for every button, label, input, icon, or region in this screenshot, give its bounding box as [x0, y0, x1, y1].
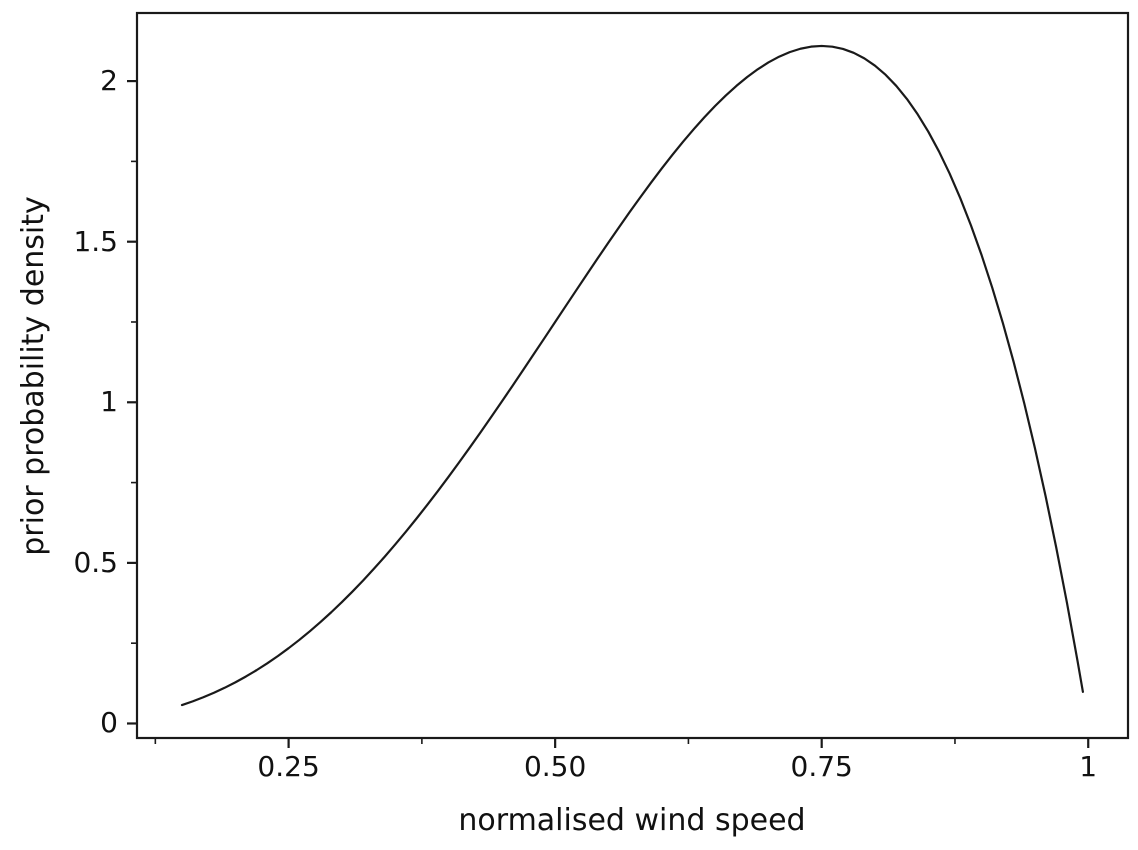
x-tick-label-075: 0.75	[790, 750, 853, 783]
y-tick-label-05: 0.5	[73, 545, 118, 579]
x-axis-label: normalised wind speed	[458, 803, 806, 838]
x-tick-label-025: 0.25	[257, 750, 320, 783]
y-tick-label-15: 1.5	[73, 224, 118, 258]
y-tick-label-1: 1	[100, 385, 118, 419]
x-tick-label-1: 1	[1079, 750, 1098, 783]
y-tick-label-2: 2	[100, 64, 118, 98]
prior-density-curve	[180, 44, 1084, 707]
x-tick-label-050: 0.50	[523, 750, 587, 783]
y-tick-label-0: 0	[100, 706, 118, 740]
axes-spines	[135, 11, 1130, 740]
y-axis-label: prior probability density	[16, 196, 51, 556]
